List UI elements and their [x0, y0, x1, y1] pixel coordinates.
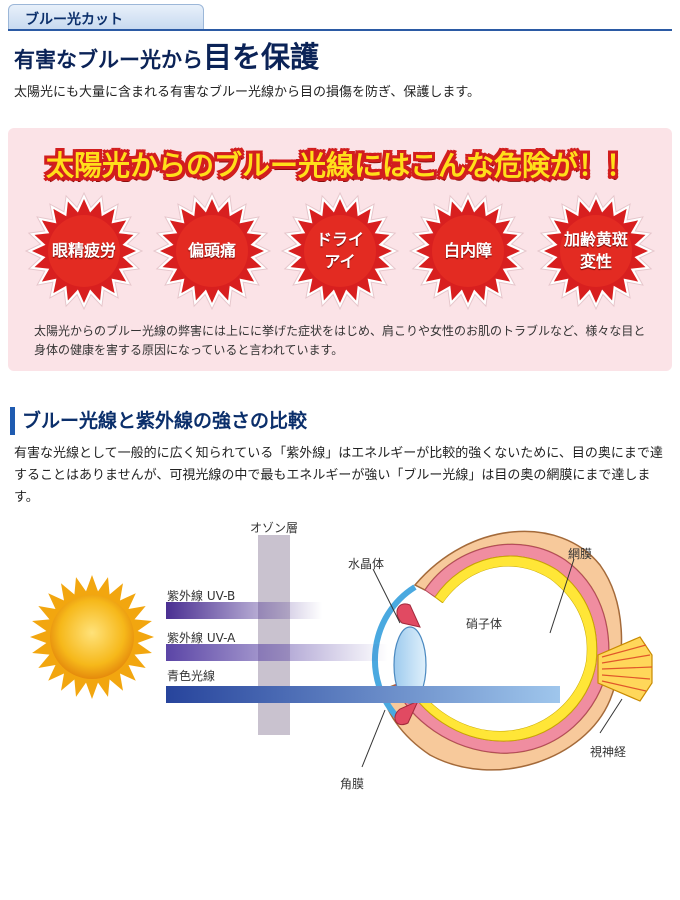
ozone-label: オゾン層: [250, 521, 299, 535]
vitreous-label: 硝子体: [466, 617, 503, 631]
uva-label: 紫外線 UV-A: [167, 631, 236, 645]
uva-ray: [166, 644, 388, 661]
starburst-icon: [152, 191, 272, 311]
symptom-label: 偏頭痛: [187, 241, 236, 261]
symptom-burst: 白内障: [408, 191, 528, 311]
section-body: 有害な光線として一般的に広く知られている「紫外線」はエネルギーが比較的強くないた…: [14, 446, 663, 505]
symptom-burst: 眼精疲労: [24, 191, 144, 311]
starburst-icon: [408, 191, 528, 311]
section-marker: [10, 407, 15, 435]
title-prefix: 有害なブルー光から: [14, 48, 203, 72]
diagram-artwork: [30, 530, 653, 771]
danger-panel: 太陽光からのブルー光線にはこんな危険が！！ 眼精疲労 偏頭痛 ドライ アイ 白内…: [8, 128, 672, 371]
symptom-label: 加齢黄斑 変性: [563, 230, 628, 271]
symptom-burst: 加齢黄斑 変性: [536, 191, 656, 311]
optic-nerve-label: 視神経: [590, 745, 627, 759]
title-emphasis: 目を保護: [203, 40, 320, 74]
danger-note: 太陽光からのブルー光線の弊害には上にに挙げた症状をはじめ、肩こりや女性のお肌のト…: [34, 324, 646, 357]
symptom-label: ドライ アイ: [315, 230, 364, 271]
cornea-label: 角膜: [340, 777, 365, 791]
symptom-label: 眼精疲労: [51, 241, 116, 261]
ozone-layer: [258, 535, 290, 735]
danger-heading: 太陽光からのブルー光線にはこんな危険が！！: [45, 149, 634, 182]
section-title: ブルー光線と紫外線の強さの比較: [22, 410, 308, 432]
starburst-icon: [280, 191, 400, 311]
lens-label: 水晶体: [348, 557, 385, 571]
symptom-label: 白内障: [443, 241, 492, 261]
starburst-icon: [536, 191, 656, 311]
sun-icon: [30, 575, 154, 699]
blue-light-label: 青色光線: [167, 669, 216, 683]
blue-light-ray: [166, 686, 560, 703]
leader-lines: [361, 558, 623, 768]
intro-text: 太陽光にも大量に含まれる有害なブルー光線から目の損傷を防ぎ、保護します。: [14, 85, 481, 100]
page-title: 有害なブルー光から目を保護: [14, 34, 319, 76]
symptom-burst: ドライ アイ: [280, 191, 400, 311]
uvb-label: 紫外線 UV-B: [167, 589, 236, 603]
tab-underline: [8, 29, 672, 31]
section-tab: ブルー光カット: [8, 4, 204, 30]
retina-label: 網膜: [568, 547, 593, 561]
light-penetration-diagram: オゾン層 紫外線 UV-B 紫外線 UV-A 青色光線 水晶体 網膜 硝子体 視…: [0, 505, 680, 805]
starburst-icon: [24, 191, 144, 311]
symptom-burst: 偏頭痛: [152, 191, 272, 311]
eye-illustration: [371, 530, 653, 771]
uvb-ray: [166, 602, 322, 619]
